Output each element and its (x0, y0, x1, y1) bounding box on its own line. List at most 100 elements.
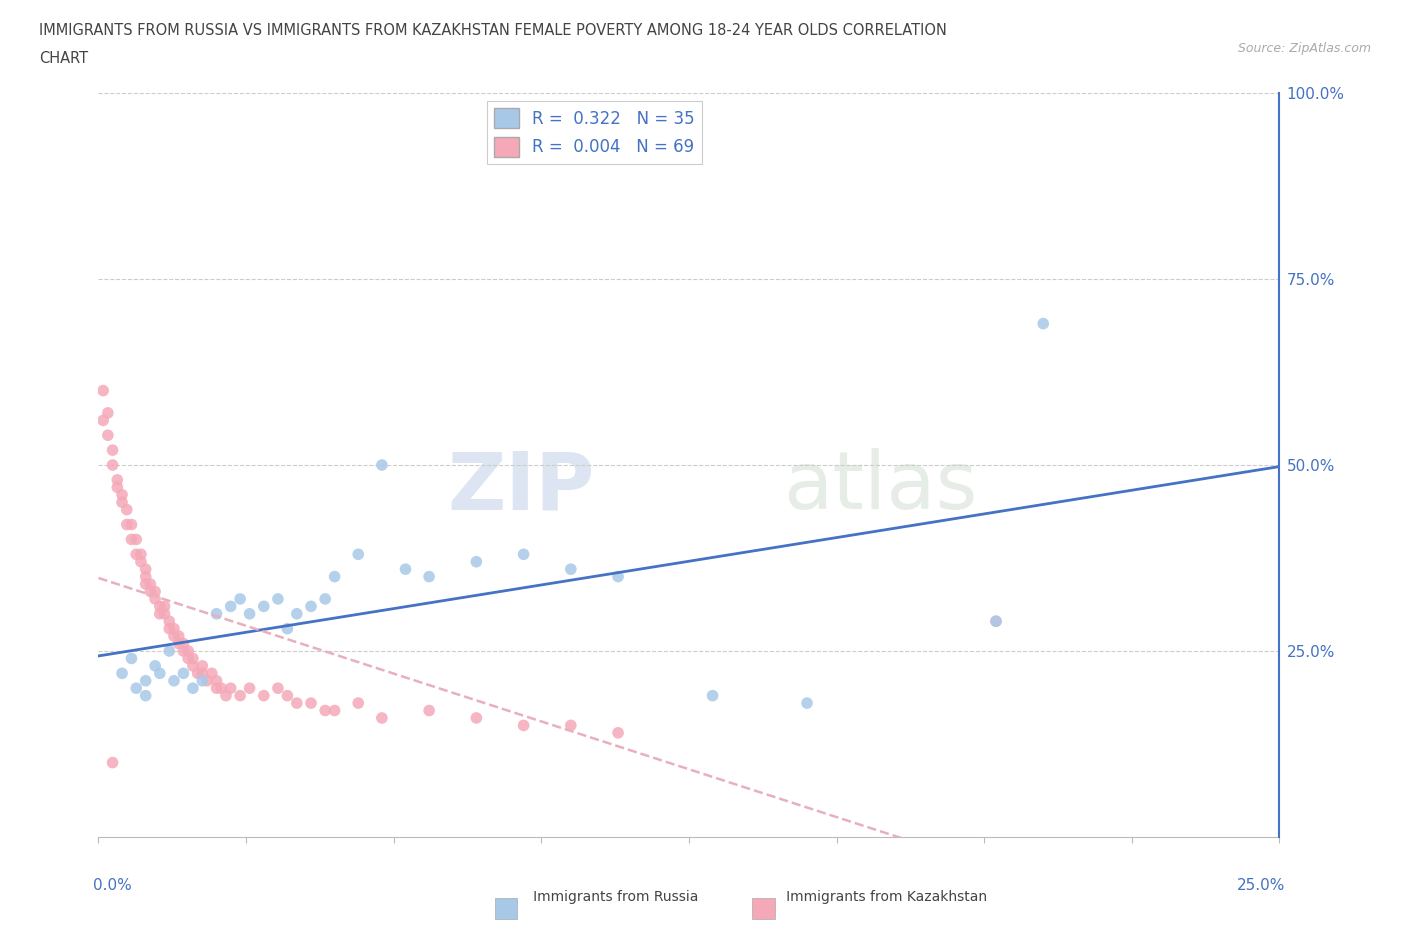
Point (172, 636, 194, 651)
Text: atlas: atlas (783, 448, 977, 526)
Point (512, 718, 534, 733)
Point (129, 547, 152, 562)
Text: 0.0%: 0.0% (93, 878, 131, 893)
Point (239, 606, 262, 621)
Point (187, 666, 209, 681)
Point (209, 681, 232, 696)
Point (167, 636, 190, 651)
Point (181, 658, 204, 673)
Point (135, 688, 157, 703)
Point (371, 711, 394, 725)
Point (91, 383, 114, 398)
Point (181, 651, 204, 666)
Point (105, 480, 128, 495)
Point (418, 569, 440, 584)
Point (153, 606, 176, 621)
Point (229, 688, 252, 703)
Point (135, 673, 157, 688)
Point (253, 688, 276, 703)
Point (135, 569, 157, 584)
Point (394, 562, 416, 577)
Point (314, 703, 336, 718)
Point (111, 495, 134, 510)
Point (285, 606, 308, 621)
Point (121, 651, 143, 666)
Point (347, 547, 370, 562)
Text: 25.0%: 25.0% (1237, 878, 1285, 893)
Point (111, 666, 134, 681)
Point (205, 681, 228, 696)
Point (215, 688, 238, 703)
Point (191, 666, 214, 681)
Point (163, 629, 186, 644)
Point (276, 688, 298, 703)
Point (702, 688, 724, 703)
Point (97, 428, 120, 443)
Legend: R =  0.322   N = 35, R =  0.004   N = 69: R = 0.322 N = 35, R = 0.004 N = 69 (488, 101, 702, 164)
Point (323, 569, 346, 584)
Point (149, 599, 172, 614)
Point (201, 666, 224, 681)
Point (97, 405, 120, 420)
Point (984, 614, 1007, 629)
Point (205, 606, 228, 621)
Point (135, 577, 157, 591)
Point (153, 599, 176, 614)
Point (285, 696, 308, 711)
Point (129, 554, 152, 569)
Point (219, 681, 242, 696)
Point (101, 443, 124, 458)
Point (191, 658, 214, 673)
Point (314, 591, 336, 606)
Point (121, 517, 143, 532)
Point (299, 696, 322, 711)
Point (91, 413, 114, 428)
Point (157, 614, 180, 629)
Point (125, 681, 148, 696)
Point (465, 711, 488, 725)
Point (267, 681, 290, 696)
Point (371, 458, 394, 472)
Text: IMMIGRANTS FROM RUSSIA VS IMMIGRANTS FROM KAZAKHSTAN FEMALE POVERTY AMONG 18-24 : IMMIGRANTS FROM RUSSIA VS IMMIGRANTS FRO… (39, 23, 948, 38)
Text: CHART: CHART (39, 51, 89, 66)
Point (139, 584, 162, 599)
Point (172, 666, 194, 681)
Text: ZIP: ZIP (447, 448, 595, 526)
Point (560, 562, 582, 577)
Point (177, 651, 200, 666)
Point (607, 725, 630, 740)
Point (172, 644, 194, 658)
Point (796, 696, 818, 711)
Point (177, 644, 200, 658)
Point (229, 591, 252, 606)
Point (418, 703, 440, 718)
Point (607, 569, 630, 584)
Point (139, 577, 162, 591)
Point (205, 673, 228, 688)
Point (163, 621, 186, 636)
Point (149, 666, 172, 681)
Point (347, 696, 370, 711)
Point (167, 629, 190, 644)
Point (111, 487, 134, 502)
Point (157, 644, 180, 658)
Point (239, 681, 262, 696)
Point (101, 755, 124, 770)
Point (253, 599, 276, 614)
Text: Source: ZipAtlas.com: Source: ZipAtlas.com (1237, 42, 1371, 55)
Text: Immigrants from Russia: Immigrants from Russia (520, 890, 699, 904)
Point (101, 458, 124, 472)
Point (219, 599, 242, 614)
Text: Immigrants from Kazakhstan: Immigrants from Kazakhstan (773, 890, 987, 904)
Point (125, 547, 148, 562)
Point (115, 517, 138, 532)
Point (143, 591, 166, 606)
Point (163, 673, 186, 688)
Point (323, 703, 346, 718)
Point (135, 562, 157, 577)
Point (299, 599, 322, 614)
Point (560, 718, 582, 733)
Point (195, 673, 218, 688)
Point (143, 658, 166, 673)
Point (157, 621, 180, 636)
